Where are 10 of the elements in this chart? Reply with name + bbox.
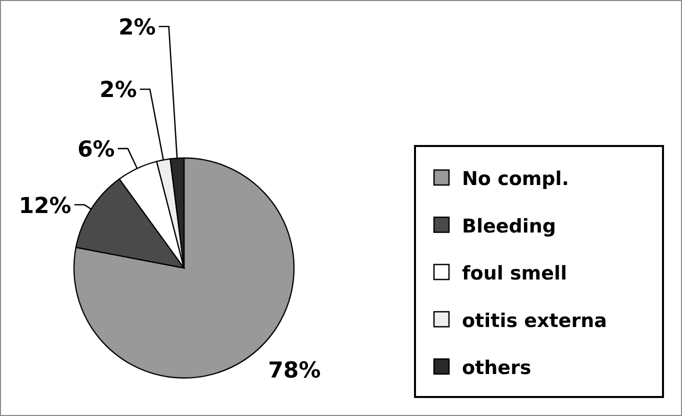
data-label: 12% [18,194,72,219]
data-label: 2% [100,78,137,104]
legend-label: foul smell [462,262,567,284]
data-label: 2% [118,15,156,40]
legend-label: others [462,357,532,379]
legend-label: otitis externa [462,310,607,332]
legend-label: No compl. [462,168,570,190]
data-label: 78% [268,358,321,384]
legend-label: Bleeding [462,215,556,238]
data-label: 6% [77,138,115,163]
